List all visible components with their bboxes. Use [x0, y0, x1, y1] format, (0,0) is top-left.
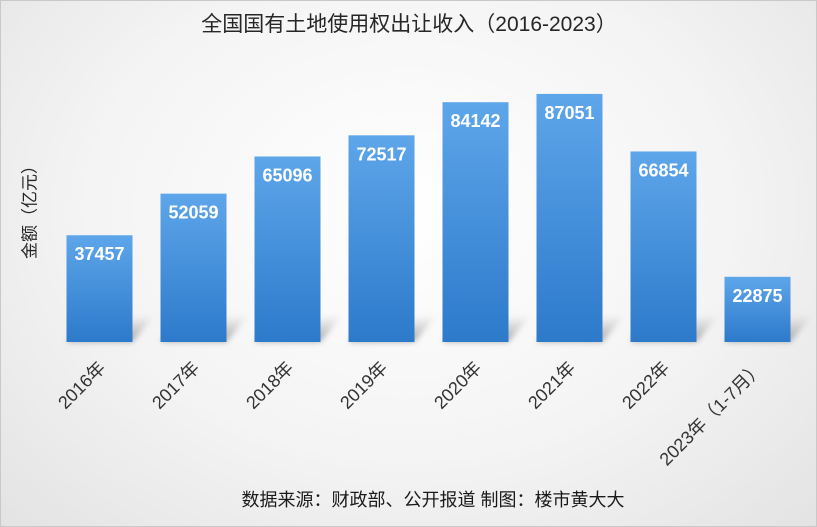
bars [66, 93, 791, 342]
x-tick-label-3: 2019年 [336, 358, 391, 413]
x-tick-label-2: 2018年 [242, 358, 297, 413]
bar-4 [442, 102, 509, 342]
value-label-2: 65096 [262, 165, 312, 185]
source-footer: 数据来源：财政部、公开报道 制图：楼市黄大大 [242, 490, 625, 510]
value-label-6: 66854 [638, 160, 688, 180]
x-tick-labels: 2016年 2017年 2018年 2019年 2020年 2021年 2022年2023年… [54, 358, 767, 470]
x-tick-label-0: 2016年 [54, 358, 109, 413]
bar-6 [630, 151, 697, 342]
value-label-3: 72517 [356, 144, 406, 164]
bar-2 [254, 156, 321, 342]
x-tick-label-5: 2021年 [524, 358, 579, 413]
chart-title: 全国国有土地使用权出让收入（2016-2023） [201, 13, 616, 36]
bar-1 [160, 193, 227, 342]
x-tick-label-4: 2020年 [430, 358, 485, 413]
bar-3 [348, 135, 415, 342]
x-tick-label-7: 2023年（1-7月） [656, 358, 768, 470]
value-label-5: 87051 [544, 103, 594, 123]
value-label-1: 52059 [168, 203, 218, 223]
value-label-7: 22875 [732, 286, 782, 306]
value-label-0: 37457 [74, 244, 124, 264]
bar-7 [724, 276, 791, 342]
y-axis-label: 金额（亿元） [20, 157, 39, 259]
bar-5 [536, 93, 603, 342]
value-label-4: 84142 [450, 111, 500, 131]
value-labels: 37457 52059 65096 72517 84142 87051 66854 22875 [74, 103, 782, 306]
bar-0 [66, 235, 133, 342]
x-tick-label-1: 2017年 [148, 358, 203, 413]
x-tick-label-6: 2022年 [618, 358, 673, 413]
